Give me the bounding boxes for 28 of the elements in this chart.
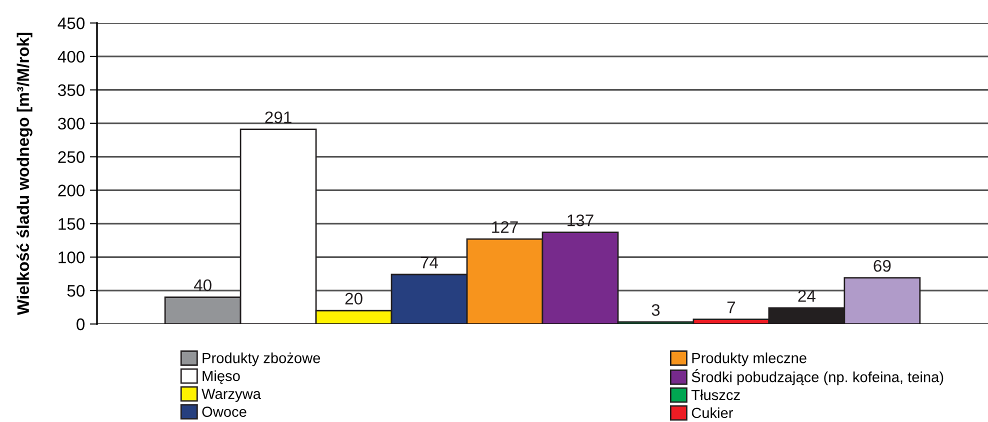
legend-label: Tłuszcz <box>691 389 740 400</box>
y-tick-label: 300 <box>58 118 85 130</box>
y-tick-label: 100 <box>58 252 85 264</box>
legend-label: Mięso <box>202 370 240 384</box>
y-tick-label: 50 <box>67 284 85 297</box>
legend-label: Owoce <box>202 406 246 417</box>
data-label: 291 <box>265 111 292 124</box>
data-label: 69 <box>874 260 891 272</box>
y-tick-label: 350 <box>58 84 85 96</box>
y-tick-label: 250 <box>58 151 85 163</box>
y-tick-label: 200 <box>58 184 85 196</box>
legend-label: Środki pobudzające (np. kofeina, teina) <box>692 369 944 386</box>
data-label: 24 <box>798 290 816 302</box>
y-tick-label: 400 <box>58 50 85 63</box>
y-axis-title: Wielkość śladu wodnego [m³/M/rok] <box>16 32 32 316</box>
data-label: 20 <box>345 292 362 305</box>
y-tick-label: 150 <box>58 218 85 230</box>
legend-label: Produkty mleczne <box>692 352 806 366</box>
data-label: 74 <box>420 256 438 268</box>
legend-label: Cukier <box>692 407 734 418</box>
data-label: 7 <box>727 302 736 314</box>
data-label: 3 <box>652 304 660 316</box>
data-label: 40 <box>194 279 212 292</box>
legend-label: Warzywa <box>202 388 261 402</box>
data-label: 127 <box>492 221 518 233</box>
legend-label: Produkty zbożowe <box>202 352 320 366</box>
y-tick-label: 0 <box>76 318 85 330</box>
y-tick-label: 450 <box>58 17 85 30</box>
